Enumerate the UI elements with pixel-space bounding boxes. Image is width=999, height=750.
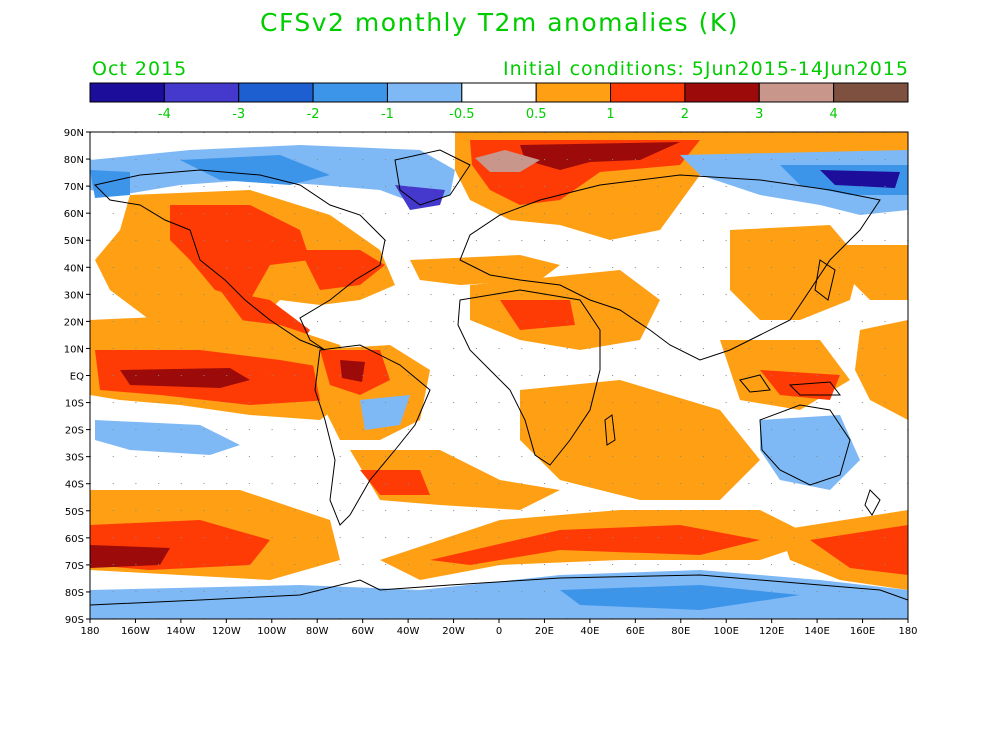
lat-label: EQ xyxy=(70,372,84,383)
lon-label: 0 xyxy=(496,626,502,637)
lon-label: 180 xyxy=(80,626,99,637)
lat-label: 40N xyxy=(64,263,84,274)
lon-label: 60E xyxy=(626,626,645,637)
lat-label: 80N xyxy=(64,155,84,166)
lat-label: 20S xyxy=(65,426,84,437)
lat-label: 70N xyxy=(64,182,84,193)
lon-label: 180 xyxy=(898,626,917,637)
legend-label: -4 xyxy=(158,107,171,122)
lon-label: 120W xyxy=(212,626,241,637)
legend-label: 0.5 xyxy=(526,107,547,122)
legend-swatch xyxy=(163,82,240,103)
map-title: CFSv2 monthly T2m anomalies (K) xyxy=(260,8,739,37)
lat-label: 10S xyxy=(65,399,84,410)
lon-label: 140W xyxy=(166,626,195,637)
lon-label: 20E xyxy=(535,626,554,637)
lat-label: 90N xyxy=(64,128,84,139)
lon-label: 60W xyxy=(351,626,374,637)
lat-label: 60S xyxy=(65,534,84,545)
lon-label: 100E xyxy=(714,626,739,637)
lat-label: 80S xyxy=(65,588,84,599)
legend-swatch xyxy=(684,82,760,103)
coastlines xyxy=(90,149,908,606)
color-legend: -4 -3 -2 -1 -0.5 0.5 1 2 3 4 xyxy=(89,82,909,122)
initial-conditions: Initial conditions: 5Jun2015-14Jun2015 xyxy=(502,58,909,80)
latitude-labels: 90N 80N 70N 60N 50N 40N 30N 20N 10N EQ 10S 20S 30S 40… xyxy=(64,128,90,626)
lon-label: 160W xyxy=(121,626,150,637)
lat-label: 50S xyxy=(65,507,84,518)
legend-swatch xyxy=(312,82,388,103)
legend-label: -3 xyxy=(232,107,245,122)
legend-label: -0.5 xyxy=(449,107,474,122)
legend-label: 1 xyxy=(606,107,614,122)
lon-label: 40W xyxy=(397,626,420,637)
legend-swatch xyxy=(833,82,909,103)
legend-swatch xyxy=(758,82,835,103)
lat-label: 50N xyxy=(64,236,84,247)
lon-label: 20W xyxy=(442,626,465,637)
lon-label: 160E xyxy=(850,626,875,637)
lon-label: 140E xyxy=(804,626,829,637)
lat-label: 30S xyxy=(65,453,84,464)
legend-swatch xyxy=(610,82,686,103)
legend-swatch xyxy=(535,82,612,103)
lon-label: 120E xyxy=(759,626,784,637)
lat-label: 10N xyxy=(64,344,84,355)
legend-swatch xyxy=(461,82,537,103)
lat-label: 40S xyxy=(65,480,84,491)
legend-swatch xyxy=(89,82,165,103)
anomaly-field xyxy=(90,132,908,619)
lat-label: 70S xyxy=(65,561,84,572)
lon-label: 80E xyxy=(671,626,690,637)
valid-month: Oct 2015 xyxy=(92,58,188,80)
lon-label: 40E xyxy=(580,626,599,637)
legend-label: 4 xyxy=(829,107,837,122)
lat-label: 90S xyxy=(65,615,84,626)
longitude-labels: 180 160W 140W 120W 100W 80W 60W 40W 20W 0 20E 40E 60… xyxy=(80,619,918,637)
lon-label: 100W xyxy=(257,626,286,637)
legend-label: 3 xyxy=(755,107,763,122)
legend-swatch xyxy=(238,82,314,103)
lon-label: 80W xyxy=(306,626,329,637)
legend-swatch xyxy=(386,82,463,103)
legend-label: 2 xyxy=(681,107,689,122)
legend-label: -1 xyxy=(381,107,394,122)
lat-label: 30N xyxy=(64,290,84,301)
lat-label: 20N xyxy=(64,317,84,328)
lat-label: 60N xyxy=(64,209,84,220)
legend-label: -2 xyxy=(307,107,320,122)
